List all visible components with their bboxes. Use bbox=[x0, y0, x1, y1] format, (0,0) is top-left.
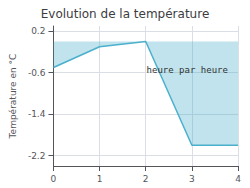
svg-text:4: 4 bbox=[235, 174, 241, 184]
svg-text:0: 0 bbox=[51, 174, 57, 184]
svg-text:Température en °C: Température en °C bbox=[8, 54, 18, 140]
svg-text:0.2: 0.2 bbox=[31, 26, 45, 36]
svg-text:-1.4: -1.4 bbox=[28, 109, 46, 119]
svg-text:3: 3 bbox=[189, 174, 195, 184]
svg-text:-2.2: -2.2 bbox=[28, 151, 46, 161]
svg-text:-0.6: -0.6 bbox=[28, 68, 46, 78]
svg-text:1: 1 bbox=[97, 174, 103, 184]
svg-text:2: 2 bbox=[143, 174, 149, 184]
svg-text:Evolution de la température: Evolution de la température bbox=[41, 7, 210, 21]
svg-text:heure par heure: heure par heure bbox=[147, 65, 228, 75]
